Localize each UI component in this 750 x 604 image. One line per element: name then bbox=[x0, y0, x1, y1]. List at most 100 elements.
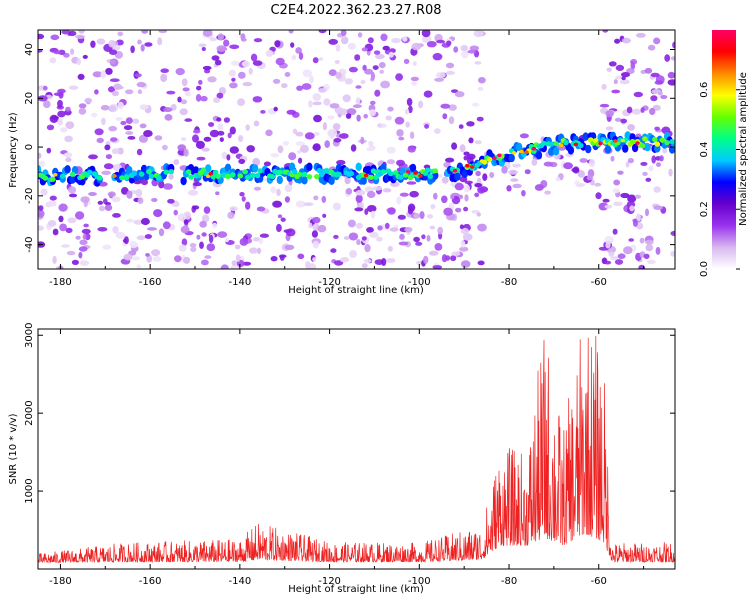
spectrogram-cell bbox=[276, 188, 281, 196]
spectrogram-cell bbox=[190, 246, 197, 253]
spectrogram-cell bbox=[111, 148, 120, 155]
spectrogram-cell bbox=[334, 260, 344, 266]
spectrogram-cell bbox=[196, 156, 206, 161]
spectrogram-cell bbox=[49, 114, 59, 123]
spectrogram-cell bbox=[608, 251, 615, 257]
spectrogram-cell bbox=[313, 114, 322, 123]
spectrogram-cell bbox=[646, 259, 656, 265]
spectrogram-signal-cell bbox=[296, 171, 303, 177]
spectrogram-cell bbox=[628, 238, 634, 242]
x-tick-label: -180 bbox=[49, 277, 72, 288]
spectrogram-cell bbox=[135, 188, 143, 198]
snr-x-ticks: -180 -160 -140 -120 -100 -80 -60 bbox=[49, 329, 645, 587]
spectrogram-cell bbox=[308, 100, 313, 108]
spectrogram-cell bbox=[354, 207, 364, 212]
spectrogram-signal-cell bbox=[492, 156, 497, 160]
spectrogram-cell bbox=[398, 241, 409, 246]
spectrogram-cell bbox=[627, 194, 637, 203]
spectrogram-signal-cell bbox=[360, 176, 367, 185]
spectrogram-cell bbox=[163, 183, 173, 190]
spectrogram-cell bbox=[109, 59, 116, 65]
spectrogram-cell bbox=[620, 192, 630, 199]
spectrogram-cell bbox=[288, 152, 297, 161]
spectrogram-cell bbox=[108, 125, 117, 132]
spectrogram-cell bbox=[377, 225, 383, 231]
spectrogram-cell bbox=[324, 140, 331, 149]
spectrogram-cell bbox=[327, 115, 335, 120]
spectrogram-cell bbox=[189, 243, 197, 248]
spectrogram-cell bbox=[339, 133, 349, 139]
spectrogram-cell bbox=[216, 117, 222, 122]
spectrogram-cell bbox=[181, 238, 188, 246]
spectrogram-cell bbox=[387, 106, 394, 112]
spectrogram-signal-cell bbox=[654, 144, 661, 153]
spectrogram-cell bbox=[212, 222, 218, 229]
spectrogram-signal-cell bbox=[413, 171, 418, 175]
snr-y-label: SNR (10 * v/v) bbox=[8, 413, 19, 484]
spectrogram-cell bbox=[221, 151, 228, 160]
spectrogram-cell bbox=[340, 257, 349, 263]
spectrogram-cell bbox=[146, 254, 153, 263]
spectrogram-cell bbox=[613, 79, 618, 85]
spectrogram-cell bbox=[364, 208, 369, 215]
spectrogram-cell bbox=[103, 163, 114, 170]
figure-title: C2E4.2022.362.23.27.R08 bbox=[270, 3, 441, 18]
spectrogram-signal-cell bbox=[38, 165, 42, 174]
spectrogram-cell bbox=[355, 96, 361, 105]
spectrogram-cell bbox=[474, 140, 482, 145]
spectrogram-cell bbox=[410, 76, 419, 82]
spectrogram-cell bbox=[188, 189, 198, 196]
spectrogram-cell bbox=[292, 128, 298, 135]
spectrogram-signal-cell bbox=[373, 174, 379, 180]
spectrogram-cell bbox=[174, 255, 182, 263]
spectrogram-cell bbox=[323, 98, 331, 106]
spectrogram-signal-cell bbox=[397, 174, 404, 180]
spectrogram-cell bbox=[38, 33, 45, 40]
spectrogram-signal-cell bbox=[524, 150, 529, 154]
spectrogram-signal-cell bbox=[64, 165, 71, 174]
spectrogram-cell bbox=[108, 86, 116, 93]
spectrogram-signal-cell bbox=[277, 169, 283, 175]
spectrogram-cell bbox=[367, 37, 374, 44]
spectrogram-cell bbox=[75, 211, 85, 220]
spectrogram-signal-cell bbox=[585, 144, 592, 154]
spectrogram-cell bbox=[620, 118, 627, 124]
spectrogram-cell bbox=[68, 30, 77, 37]
spectrogram-signal-cell bbox=[87, 169, 93, 175]
spectrogram-cells bbox=[38, 30, 675, 269]
spectrogram-cell bbox=[375, 53, 385, 60]
spectrogram-cell bbox=[49, 195, 57, 201]
spectrogram-cell bbox=[295, 47, 302, 54]
spectrogram-signal-cell bbox=[192, 166, 200, 175]
spectrogram-cell bbox=[670, 56, 675, 61]
spectrogram-cell bbox=[407, 146, 416, 153]
spectrogram-cell bbox=[253, 186, 262, 191]
spectrogram-cell bbox=[659, 155, 664, 162]
spectrogram-cell bbox=[464, 180, 473, 185]
spectrogram-cell bbox=[469, 45, 479, 51]
spectrogram-cell bbox=[354, 54, 361, 61]
spectrogram-cell bbox=[312, 223, 318, 231]
spectrogram-cell bbox=[96, 137, 104, 144]
x-tick-label: -100 bbox=[408, 576, 431, 587]
spectrogram-cell bbox=[192, 205, 200, 210]
spectrogram-signal-cell bbox=[409, 163, 417, 173]
spectrogram-signal-cell bbox=[578, 142, 584, 149]
spectrogram-cell bbox=[442, 113, 448, 120]
spectrogram-cell bbox=[434, 128, 441, 134]
spectrogram-cell bbox=[75, 34, 85, 39]
spectrogram-cell bbox=[640, 161, 648, 166]
colorbar-tick-label: 0.4 bbox=[699, 142, 710, 158]
spectrogram-cell bbox=[617, 170, 624, 175]
spectrogram-cell bbox=[259, 233, 269, 238]
spectrogram-cell bbox=[52, 228, 59, 236]
spectrogram-cell bbox=[630, 61, 636, 70]
spectrogram-cell bbox=[440, 103, 451, 109]
spectrogram-cell bbox=[239, 192, 245, 197]
spectrogram-cell bbox=[563, 162, 573, 170]
spectrogram-cell bbox=[109, 78, 120, 82]
spectrogram-signal-cell bbox=[126, 166, 133, 175]
spectrogram-cell bbox=[657, 91, 663, 96]
spectrogram-cell bbox=[312, 257, 317, 262]
spectrogram-cell bbox=[184, 91, 191, 97]
